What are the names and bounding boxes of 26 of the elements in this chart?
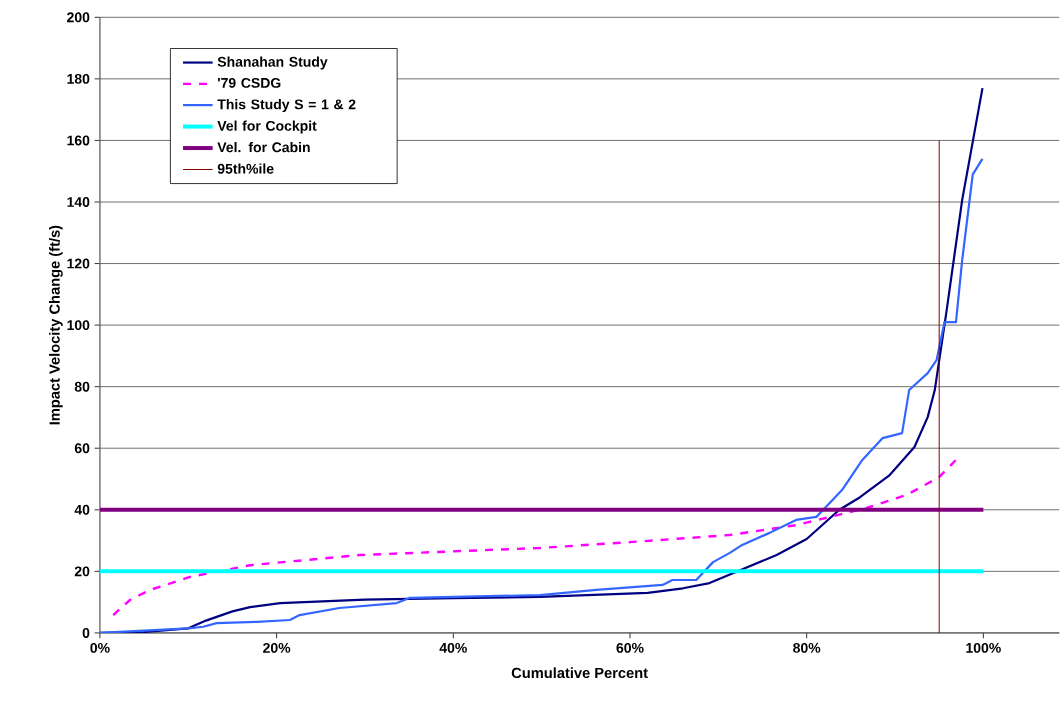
y-tick-label: 200 bbox=[67, 12, 90, 23]
y-tick-label: 140 bbox=[67, 197, 90, 208]
line-series bbox=[112, 457, 959, 617]
legend-label: This Study S = 1 & 2 bbox=[217, 99, 356, 113]
legend-label: Shanahan Study bbox=[217, 56, 328, 70]
x-tick-label: 40% bbox=[439, 643, 467, 654]
x-tick-label: 80% bbox=[793, 643, 821, 654]
y-axis-title: Impact Velocity Change (ft/s) bbox=[49, 225, 63, 425]
y-tick-label: 180 bbox=[67, 74, 90, 85]
x-tick-label: 60% bbox=[616, 643, 644, 654]
x-axis-title: Cumulative Percent bbox=[511, 667, 648, 679]
y-tick-label: 40 bbox=[74, 505, 90, 515]
x-tick-label: 20% bbox=[263, 643, 291, 654]
y-tick-label: 0 bbox=[82, 628, 90, 639]
legend-label: 95th%ile bbox=[217, 163, 274, 174]
y-tick-label: 100 bbox=[67, 320, 90, 331]
legend-label: Vel for Cockpit bbox=[217, 120, 317, 134]
y-tick-label: 120 bbox=[67, 258, 90, 269]
y-tick-label: 20 bbox=[74, 566, 90, 577]
legend-label: Vel. for Cabin bbox=[217, 142, 310, 153]
x-tick-label: 0% bbox=[90, 643, 110, 654]
x-tick-label: 100% bbox=[966, 643, 1001, 654]
y-tick-label: 60 bbox=[74, 443, 90, 454]
y-tick-label: 80 bbox=[74, 381, 90, 392]
y-tick-label: 160 bbox=[67, 135, 90, 146]
legend-label: '79 CSDG bbox=[218, 78, 281, 89]
